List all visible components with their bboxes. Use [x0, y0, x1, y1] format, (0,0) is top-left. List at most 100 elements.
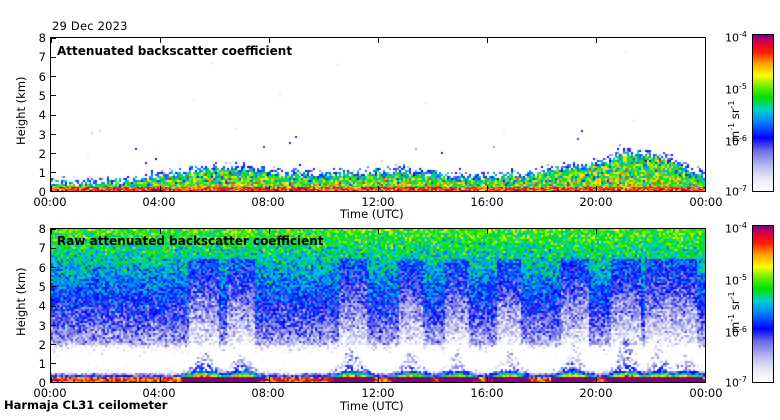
y-tick-bottom-1: 1: [38, 357, 46, 371]
y-tick-mark: [51, 344, 56, 345]
x-tick-mark: [269, 229, 270, 234]
x-tick-bottom-2: 08:00: [251, 386, 285, 400]
x-tick-mark: [269, 38, 270, 43]
date-label: 29 Dec 2023: [52, 19, 128, 33]
y-tick-bottom-6: 6: [38, 261, 46, 275]
y-tick-mark: [51, 134, 56, 135]
x-axis-label-top: Time (UTC): [340, 207, 404, 221]
y-tick-mark: [51, 172, 56, 173]
y-tick-top-7: 7: [38, 50, 46, 64]
x-tick-mark: [160, 377, 161, 382]
y-tick-top-3: 3: [38, 128, 46, 142]
x-tick-mark: [51, 229, 52, 234]
y-tick-mark: [51, 267, 56, 268]
y-axis-label-top: Height (km): [14, 76, 28, 145]
y-axis-label-bottom: Height (km): [14, 267, 28, 336]
y-tick-top-5: 5: [38, 89, 46, 103]
x-tick-mark: [51, 377, 52, 382]
y-tick-bottom-2: 2: [38, 338, 46, 352]
x-tick-mark: [487, 38, 488, 43]
x-tick-mark: [705, 186, 706, 191]
x-tick-bottom-1: 04:00: [142, 386, 176, 400]
y-tick-bottom-8: 8: [38, 222, 46, 236]
y-tick-bottom-0: 0: [38, 376, 46, 390]
x-tick-mark: [378, 186, 379, 191]
x-tick-bottom-5: 20:00: [579, 386, 613, 400]
x-tick-mark: [160, 38, 161, 43]
y-tick-top-6: 6: [38, 70, 46, 84]
x-tick-mark: [596, 229, 597, 234]
y-tick-mark: [51, 38, 56, 39]
x-tick-mark: [160, 186, 161, 191]
y-tick-bottom-7: 7: [38, 241, 46, 255]
plot-area-raw-attenuated-backscatter[interactable]: [50, 228, 706, 383]
x-tick-mark: [160, 229, 161, 234]
colorbar-top-tick-1e-6: 10-6: [725, 134, 747, 149]
x-tick-mark: [596, 186, 597, 191]
colorbar-bottom-tick-1e-5: 10-5: [725, 273, 747, 288]
colorbar-bottom-tick-1e-7: 10-7: [725, 375, 747, 390]
x-tick-bottom-6: 00:00: [689, 386, 723, 400]
y-tick-top-2: 2: [38, 147, 46, 161]
x-tick-top-1: 04:00: [142, 195, 176, 209]
y-tick-mark: [51, 286, 56, 287]
x-tick-mark: [487, 229, 488, 234]
x-tick-mark: [269, 186, 270, 191]
x-tick-top-6: 00:00: [689, 195, 723, 209]
x-tick-mark: [378, 38, 379, 43]
colorbar-bottom-unit-label: m-1 sr-1: [727, 291, 742, 333]
x-tick-mark: [596, 38, 597, 43]
x-tick-top-5: 20:00: [579, 195, 613, 209]
panel-title-attenuated-backscatter: Attenuated backscatter coefficient: [57, 44, 293, 58]
y-tick-top-1: 1: [38, 166, 46, 180]
plot-area-attenuated-backscatter[interactable]: [50, 37, 706, 192]
colorbar-top-tick-1e-7: 10-7: [725, 184, 747, 199]
y-tick-mark: [51, 191, 56, 192]
colorbar-top-tick-1e-4: 10-4: [725, 30, 747, 45]
y-tick-mark: [51, 95, 56, 96]
y-tick-bottom-4: 4: [38, 299, 46, 313]
x-tick-bottom-4: 16:00: [470, 386, 504, 400]
x-tick-mark: [487, 186, 488, 191]
y-tick-top-8: 8: [38, 31, 46, 45]
x-tick-mark: [378, 377, 379, 382]
x-tick-top-0: 00:00: [33, 195, 67, 209]
x-tick-bottom-0: 00:00: [33, 386, 67, 400]
x-tick-mark: [705, 377, 706, 382]
panel-title-raw-attenuated-backscatter: Raw attenuated backscatter coefficient: [57, 234, 324, 248]
x-tick-mark: [378, 229, 379, 234]
x-tick-mark: [596, 377, 597, 382]
y-tick-mark: [51, 115, 56, 116]
x-tick-top-3: 12:00: [361, 195, 395, 209]
x-tick-mark: [487, 377, 488, 382]
colorbar-bottom: [752, 225, 774, 383]
x-tick-top-4: 16:00: [470, 195, 504, 209]
x-axis-label-bottom: Time (UTC): [340, 399, 404, 413]
y-tick-mark: [51, 229, 56, 230]
y-tick-bottom-3: 3: [38, 319, 46, 333]
instrument-label: Harmaja CL31 ceilometer: [4, 398, 168, 412]
colorbar-bottom-tick-1e-6: 10-6: [725, 325, 747, 340]
y-tick-mark: [51, 363, 56, 364]
colorbar-top-tick-1e-5: 10-5: [725, 82, 747, 97]
y-tick-mark: [51, 76, 56, 77]
colorbar-bottom-tick-1e-4: 10-4: [725, 221, 747, 236]
x-tick-mark: [705, 229, 706, 234]
y-tick-top-4: 4: [38, 108, 46, 122]
x-tick-bottom-3: 12:00: [361, 386, 395, 400]
x-tick-mark: [269, 377, 270, 382]
x-tick-mark: [705, 38, 706, 43]
y-tick-top-0: 0: [38, 185, 46, 199]
x-tick-mark: [51, 38, 52, 43]
y-tick-mark: [51, 153, 56, 154]
y-tick-mark: [51, 325, 56, 326]
y-tick-mark: [51, 382, 56, 383]
y-tick-mark: [51, 306, 56, 307]
x-tick-mark: [51, 186, 52, 191]
x-tick-top-2: 08:00: [251, 195, 285, 209]
colorbar-top: [752, 34, 774, 192]
colorbar-top-unit-label: m-1 sr-1: [727, 100, 742, 142]
y-tick-mark: [51, 248, 56, 249]
y-tick-bottom-5: 5: [38, 280, 46, 294]
y-tick-mark: [51, 57, 56, 58]
